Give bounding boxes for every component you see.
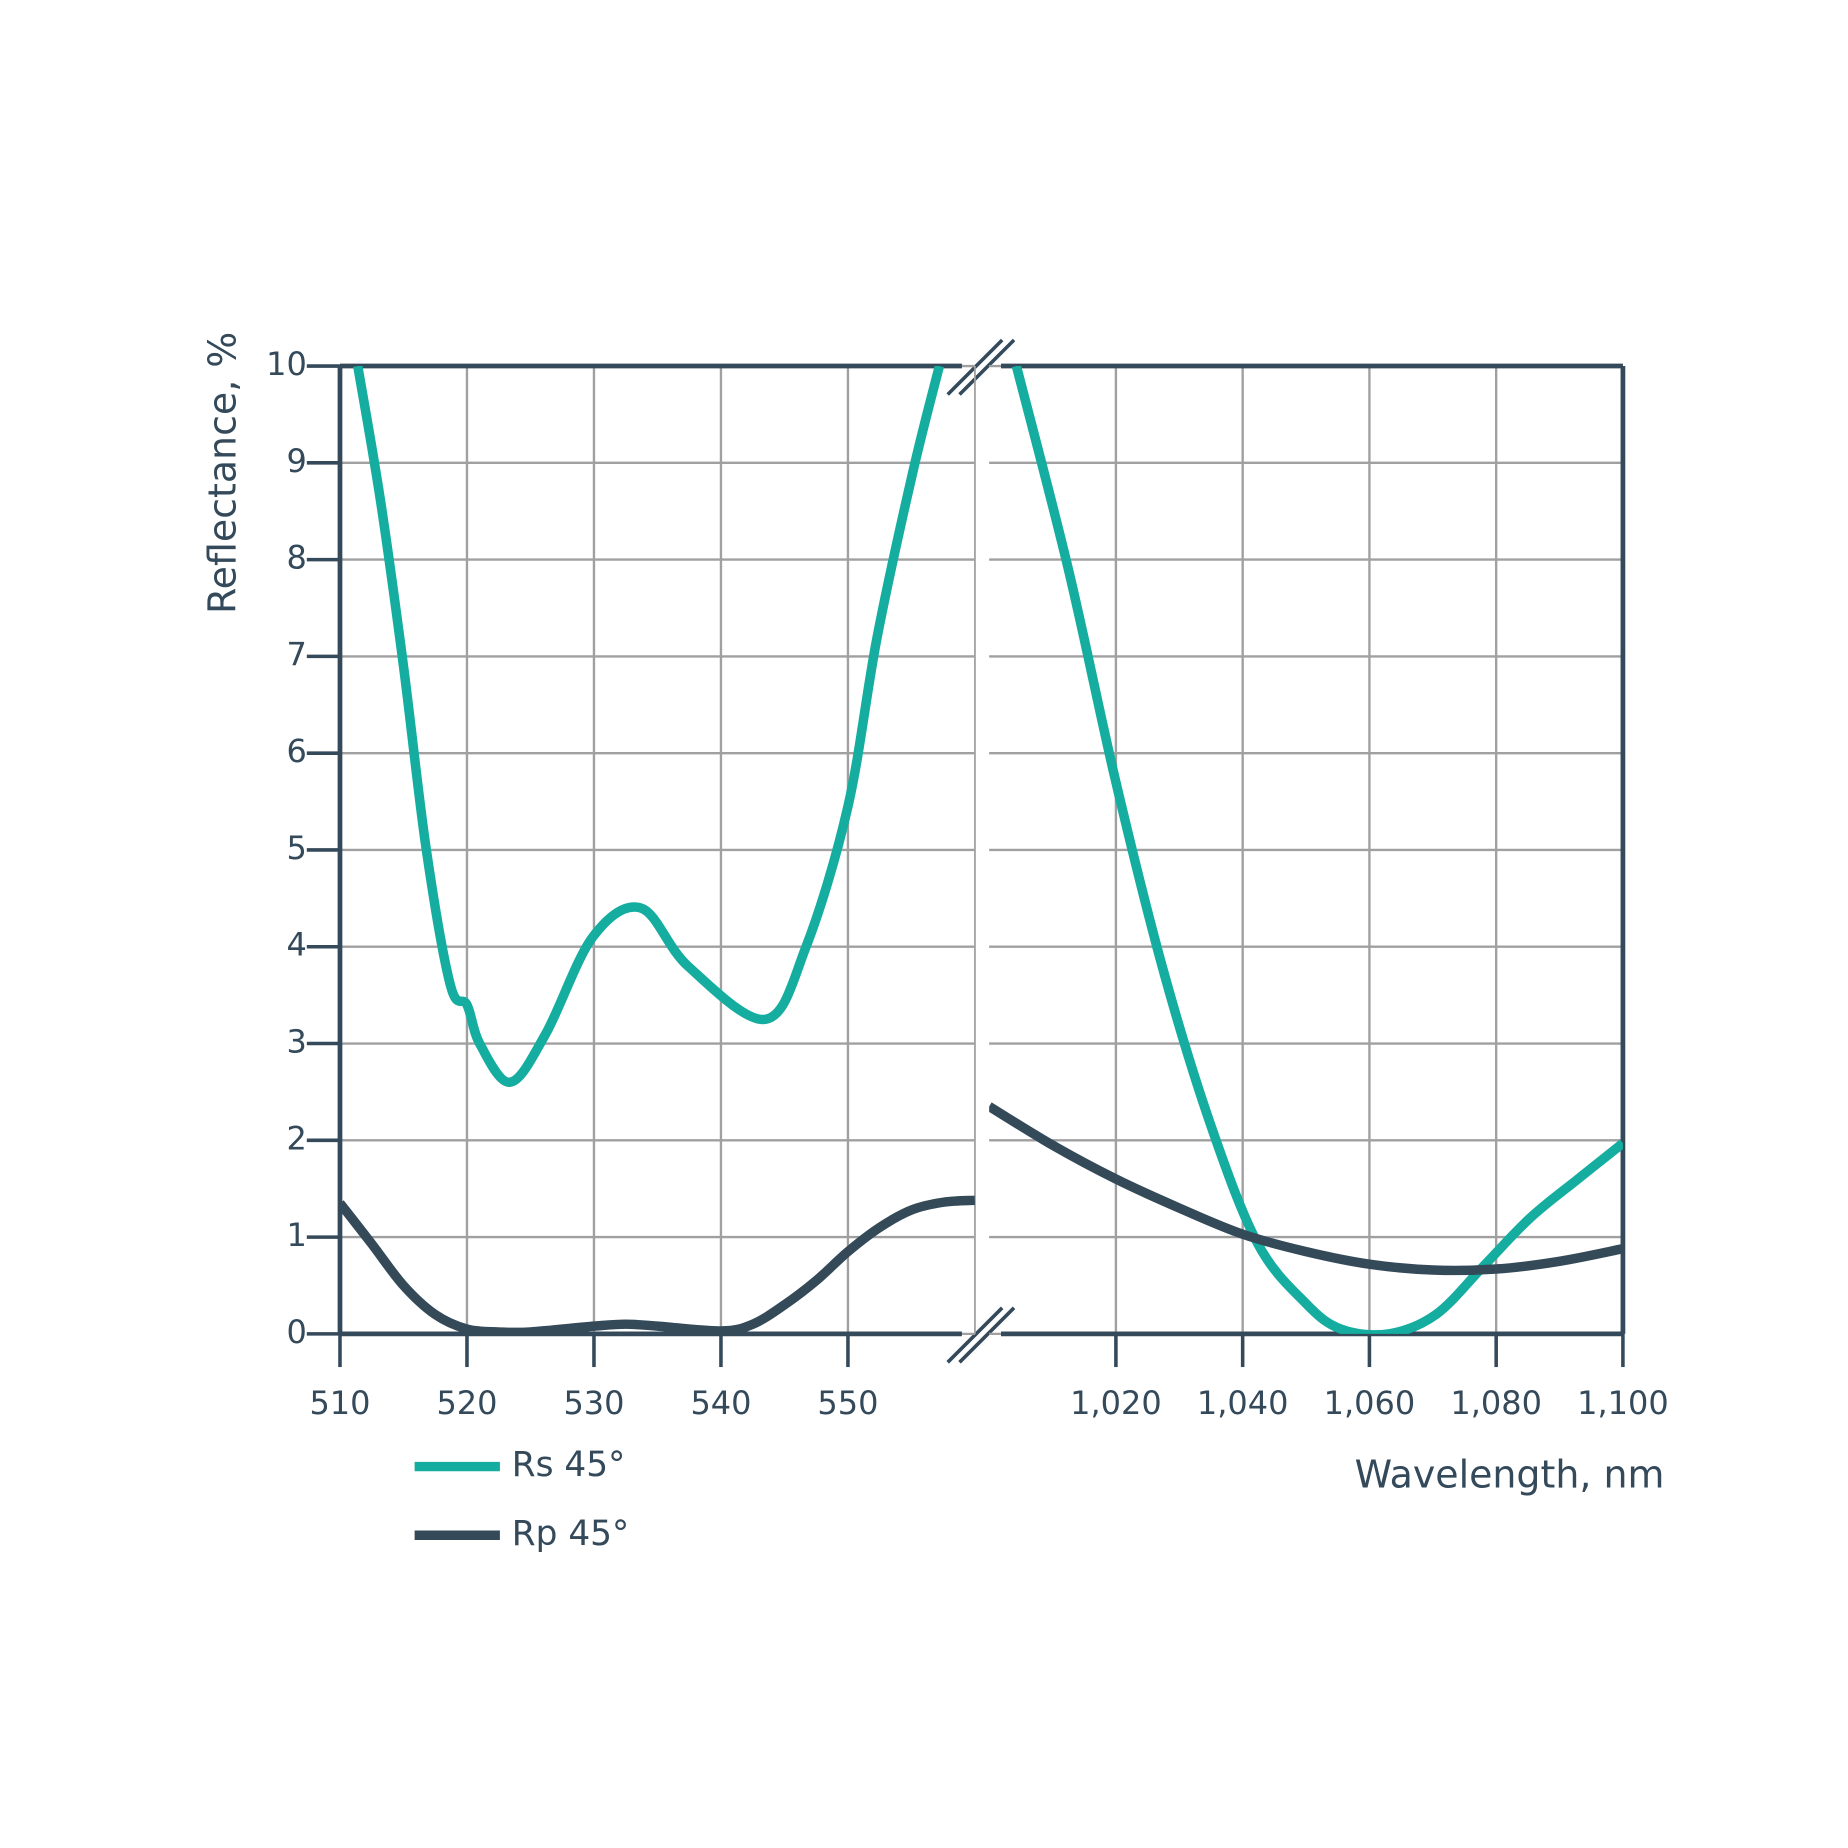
y-tick-label: 4 [286,926,306,964]
x-tick-label: 520 [436,1384,497,1422]
x-tick-label: 530 [563,1384,624,1422]
y-tick-label: 7 [286,635,306,673]
x-axis-label: Wavelength, nm [1355,1453,1665,1497]
y-tick-label: 0 [286,1313,306,1351]
series-line [989,1102,1623,1276]
y-axis-label: Reflectance, % [201,332,245,614]
x-tick-label: 1,040 [1197,1384,1289,1422]
x-tick-label: 1,020 [1070,1384,1162,1422]
x-tick-label: 550 [817,1384,878,1422]
x-tick-label: 1,100 [1577,1384,1669,1422]
x-tick-label: 1,080 [1450,1384,1542,1422]
x-tick-label: 1,060 [1324,1384,1416,1422]
y-tick-label: 3 [286,1023,306,1061]
y-tick-label: 2 [286,1119,306,1157]
x-tick-label: 510 [309,1384,370,1422]
y-tick-label: 6 [286,732,306,770]
series-line [353,366,944,1087]
y-tick-label: 1 [286,1216,306,1254]
legend-label: Rs 45° [512,1445,626,1485]
series-line [1011,366,1623,1334]
y-tick-label: 10 [266,345,307,383]
series-line [339,1195,975,1334]
y-tick-label: 8 [286,539,306,577]
legend-label: Rp 45° [512,1514,629,1554]
x-tick-label: 540 [690,1384,751,1422]
y-tick-label: 9 [286,442,306,480]
y-tick-label: 5 [286,829,306,867]
